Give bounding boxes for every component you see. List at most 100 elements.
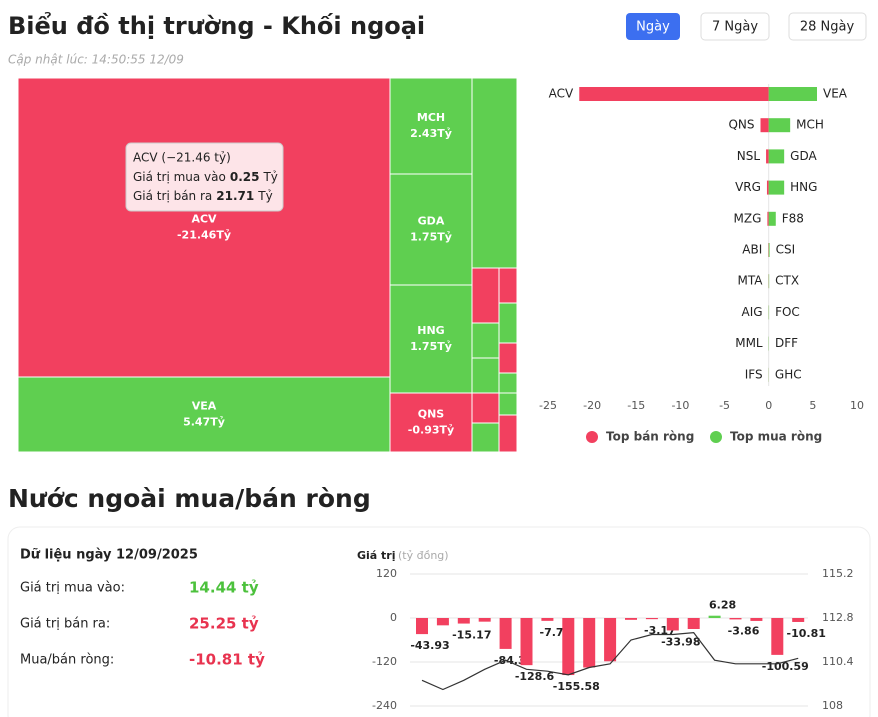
bar-label: IFS bbox=[745, 367, 763, 381]
bar-label: ACV bbox=[549, 87, 574, 101]
y-tick-label: -120 bbox=[372, 655, 397, 668]
tooltip bbox=[125, 142, 284, 212]
bar-value-label: -10.81 bbox=[787, 627, 826, 640]
x-tick-label: -5 bbox=[719, 399, 730, 412]
y2-tick-label: 110.4 bbox=[822, 655, 854, 668]
update-time: Cập nhật lúc: 14:50:55 12/09 bbox=[8, 53, 184, 67]
bar-value-label: -15.17 bbox=[452, 629, 491, 642]
tab-button[interactable] bbox=[626, 13, 680, 40]
y2-tick-label: 108 bbox=[822, 699, 843, 712]
bar bbox=[583, 618, 596, 668]
bar-value-label: -100.59 bbox=[762, 660, 809, 673]
bar bbox=[645, 618, 658, 620]
bar bbox=[579, 87, 769, 101]
treemap-value: 5.47Tỷ bbox=[183, 416, 225, 429]
bar-label: MTA bbox=[737, 274, 763, 288]
summary-value: 14.44 tỷ bbox=[189, 579, 259, 597]
bar-value-label: -3.86 bbox=[728, 624, 760, 637]
treemap-small-cell bbox=[471, 267, 500, 324]
x-tick-label: -25 bbox=[539, 399, 557, 412]
bar bbox=[666, 618, 679, 631]
bar-label: NSL bbox=[737, 149, 761, 163]
bar bbox=[792, 618, 805, 622]
legend-marker bbox=[586, 431, 598, 443]
bar bbox=[478, 618, 491, 622]
bar-value-label: -155.58 bbox=[553, 680, 600, 693]
bar-label: VEA bbox=[823, 87, 848, 101]
bar bbox=[416, 618, 428, 635]
bar bbox=[767, 211, 769, 226]
legend-marker bbox=[710, 431, 722, 443]
treemap-value: -0.93Tỷ bbox=[408, 424, 454, 437]
tooltip-row: Giá trị mua vào 0.25 Tỷ bbox=[133, 170, 278, 184]
legend-label: Top bán ròng bbox=[606, 430, 694, 444]
bar-label: FOC bbox=[775, 305, 800, 319]
treemap-value: 1.75Tỷ bbox=[410, 231, 452, 244]
y2-tick-label: 115.2 bbox=[822, 567, 854, 580]
bar-label: MML bbox=[735, 336, 763, 350]
treemap-small-cell bbox=[471, 77, 518, 269]
bar-value-label: -128.6 bbox=[515, 670, 555, 683]
y-axis-unit: (tỷ đồng) bbox=[398, 549, 449, 562]
treemap-small-cell bbox=[498, 392, 518, 416]
treemap-name: QNS bbox=[418, 408, 445, 421]
bar bbox=[771, 618, 784, 655]
x-tick-label: -10 bbox=[671, 399, 689, 412]
bar bbox=[766, 149, 769, 164]
bar bbox=[499, 618, 512, 649]
tooltip-value: 0.25 bbox=[230, 170, 260, 184]
bar-label: GDA bbox=[790, 149, 817, 163]
bar-label: F88 bbox=[782, 211, 804, 225]
treemap-small-cell bbox=[498, 414, 518, 453]
bar bbox=[604, 618, 617, 662]
summary-label: Mua/bán ròng: bbox=[20, 653, 114, 668]
page-title: Biểu đồ thị trường - Khối ngoại bbox=[8, 10, 425, 40]
summary-label: Giá trị bán ra: bbox=[20, 617, 110, 632]
summary-value: -10.81 tỷ bbox=[189, 651, 265, 669]
bar-label: DFF bbox=[775, 336, 798, 350]
bar-label: ABI bbox=[742, 243, 762, 257]
bar bbox=[768, 180, 785, 195]
tab-label[interactable]: 28 Ngày bbox=[800, 20, 855, 35]
x-tick-label: 5 bbox=[809, 399, 816, 412]
bar-label: VRG bbox=[735, 180, 761, 194]
treemap-small-cell bbox=[471, 422, 500, 453]
summary-value: 25.25 tỷ bbox=[189, 615, 259, 633]
treemap-small-cell bbox=[498, 342, 518, 374]
bar bbox=[520, 618, 533, 666]
treemap-cell bbox=[17, 77, 391, 378]
tab-button[interactable] bbox=[700, 12, 770, 41]
treemap-small-cell bbox=[471, 322, 500, 359]
y-axis-title: Giá trị bbox=[357, 549, 396, 562]
bar bbox=[766, 180, 769, 195]
tab-label[interactable]: 7 Ngày bbox=[712, 20, 758, 35]
x-tick-label: -20 bbox=[583, 399, 601, 412]
tab-label[interactable]: Ngày bbox=[636, 20, 670, 35]
bar bbox=[768, 243, 770, 257]
treemap-name: ACV bbox=[191, 213, 217, 226]
treemap-cell bbox=[389, 392, 473, 453]
tooltip-unit: Tỷ bbox=[262, 170, 277, 184]
treemap-value: 2.43Tỷ bbox=[410, 127, 452, 140]
treemap-name: VEA bbox=[192, 400, 217, 413]
tab-button[interactable] bbox=[788, 12, 867, 41]
tooltip-label: Giá trị bán ra bbox=[133, 189, 212, 203]
bar-label: QNS bbox=[728, 118, 754, 132]
treemap-cell bbox=[389, 77, 473, 175]
treemap-small-cell bbox=[498, 267, 518, 304]
treemap-name: MCH bbox=[417, 111, 445, 124]
legend-label: Top mua ròng bbox=[730, 430, 822, 444]
y-tick-label: 0 bbox=[390, 611, 397, 624]
bar bbox=[687, 618, 700, 629]
tooltip-title: ACV (−21.46 tỷ) bbox=[133, 151, 231, 165]
bar-label: AIG bbox=[741, 305, 762, 319]
bar bbox=[541, 618, 554, 621]
tooltip-unit: Tỷ bbox=[257, 189, 272, 203]
bar-value-label: 6.28 bbox=[709, 599, 736, 612]
bar-label: CTX bbox=[775, 274, 799, 288]
bar bbox=[768, 211, 776, 226]
tooltip-row: Giá trị bán ra 21.71 Tỷ bbox=[133, 189, 273, 203]
